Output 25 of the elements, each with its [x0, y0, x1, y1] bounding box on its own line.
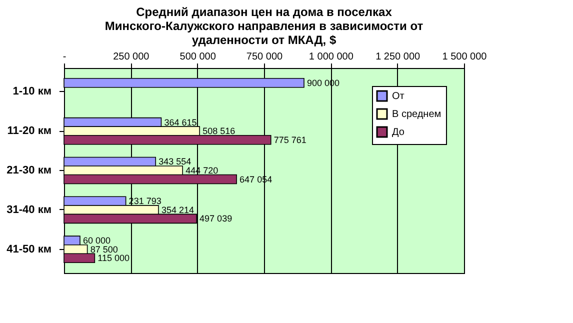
x-tick-label: 500 000	[180, 52, 216, 62]
y-tick-label: 41-50 км	[6, 243, 52, 256]
legend-label: В среднем	[392, 109, 442, 120]
x-tick-label: -	[62, 52, 66, 62]
data-label: 775 761	[274, 134, 306, 145]
y-tick-label: 31-40 км	[6, 204, 52, 216]
y-tick-label: 21-30 км	[6, 164, 52, 176]
x-tick-label: 1 500 000	[442, 52, 488, 62]
data-label: 115 000	[98, 253, 130, 264]
chart-title: Средний диапазон цен на дома в поселках Минского-Калужского направления в зависимости от удаленности от МКАД, $	[104, 5, 424, 47]
x-tick-label: 250 000	[113, 52, 150, 62]
y-tick-label: 11-20 км	[7, 125, 52, 138]
data-label: 343 554	[158, 156, 192, 167]
data-label: 364 615	[164, 117, 197, 128]
data-label: 497 039	[200, 214, 232, 224]
y-tick-label: 1-10 км	[12, 86, 52, 98]
x-tick-label: 750 000	[246, 52, 284, 62]
legend-label: От	[392, 91, 405, 102]
data-label: 508 516	[202, 126, 236, 136]
x-tick-label: 1 250 000	[376, 52, 421, 62]
x-tick-label: 1 000 000	[308, 52, 354, 62]
data-label: 87 500	[90, 244, 118, 254]
data-label: 60 000	[83, 236, 111, 246]
data-label: 354 214	[161, 204, 194, 215]
legend-label: До	[392, 127, 405, 138]
